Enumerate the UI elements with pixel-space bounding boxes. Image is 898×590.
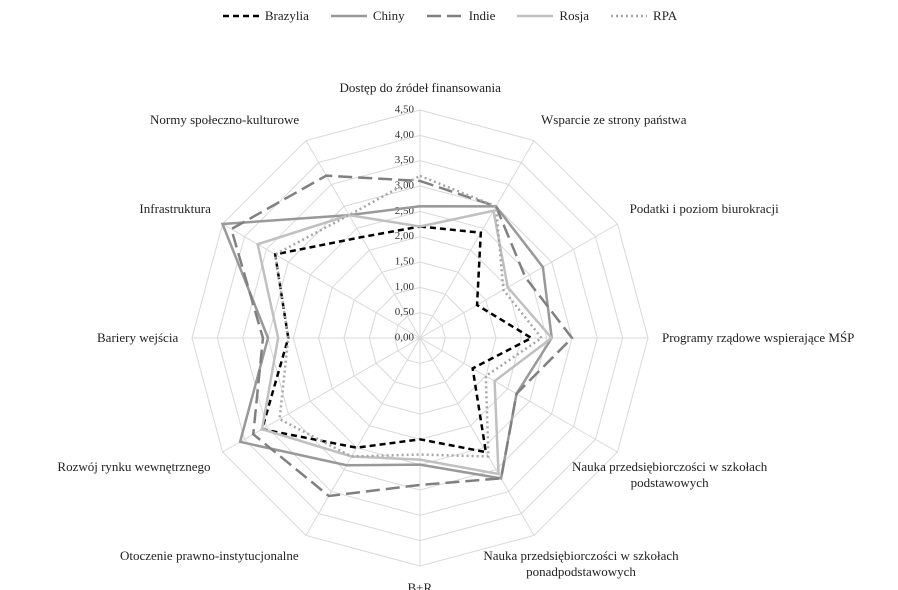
legend-item: Brazylia: [221, 8, 309, 24]
category-label: Bariery wejścia: [97, 330, 179, 345]
legend-item: Indie: [425, 8, 496, 24]
category-label: Infrastruktura: [139, 201, 211, 216]
spoke: [419, 337, 618, 453]
spoke: [222, 337, 421, 453]
series-line: [256, 209, 554, 476]
r-tick-label: 2,00: [395, 230, 415, 242]
r-tick-label: 3,50: [395, 154, 415, 166]
legend-swatch: [426, 14, 463, 18]
r-tick-label: 0,50: [395, 306, 415, 318]
r-tick-label: 1,00: [395, 281, 415, 293]
spoke: [419, 223, 618, 339]
r-tick-label: 4,50: [395, 104, 415, 116]
legend-label: Indie: [468, 8, 496, 23]
category-label: Otoczenie prawno-instytucjonalne: [120, 547, 299, 563]
legend-item: Rosja: [515, 8, 589, 24]
legend-label: RPA: [653, 8, 678, 23]
category-label: Rozwój rynku wewnętrznego: [57, 459, 211, 474]
series-line: [220, 205, 554, 480]
legend-item: RPA: [609, 8, 677, 24]
spoke: [222, 223, 421, 339]
legend: Brazylia Chiny Indie Rosja RPA: [0, 8, 898, 24]
spoke: [305, 337, 421, 536]
spoke: [419, 337, 535, 536]
legend-item: Chiny: [329, 8, 405, 24]
r-tick-label: 1,50: [395, 256, 415, 268]
r-tick-label: 0,00: [395, 332, 415, 344]
legend-label: Rosja: [559, 8, 590, 23]
category-label: Programy rządowe wspierające MŚP: [662, 330, 855, 345]
legend-swatch: [611, 14, 648, 18]
series-line: [273, 174, 544, 458]
category-label: Wsparcie ze strony państwa: [541, 112, 687, 128]
category-label: B+R: [407, 580, 433, 590]
legend-swatch: [330, 14, 367, 18]
r-tick-label: 4,00: [395, 129, 415, 141]
category-label: Normy społeczno-kulturowe: [150, 112, 300, 128]
legend-label: Chiny: [372, 8, 405, 23]
legend-label: Brazylia: [264, 8, 309, 23]
category-label: Nauka przedsiębiorczości w szkołach pona…: [483, 547, 679, 579]
category-label: Dostęp do źródeł finansowania: [339, 80, 501, 95]
category-label: Podatki i poziom biurokracji: [629, 201, 779, 216]
category-label: Nauka przedsiębiorczości w szkołach pods…: [571, 459, 768, 490]
legend-swatch: [517, 14, 554, 18]
spoke: [305, 140, 421, 339]
series-line: [260, 225, 535, 454]
spoke: [419, 140, 535, 339]
legend-swatch: [222, 14, 259, 18]
